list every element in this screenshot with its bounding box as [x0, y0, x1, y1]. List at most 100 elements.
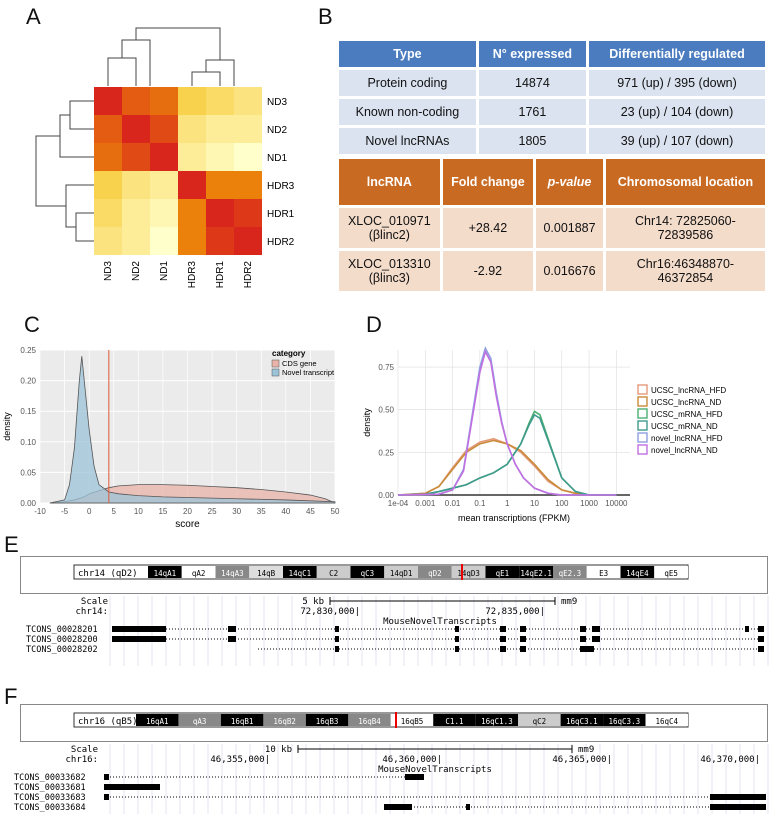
cell: 14874	[478, 70, 586, 96]
heatmap-cell	[150, 87, 178, 115]
x-tick-label: 45	[306, 507, 315, 516]
transcript-exon	[104, 784, 160, 790]
x-tick-label: 15	[158, 507, 167, 516]
legend-label: UCSC_lncRNA_HFD	[651, 386, 726, 395]
legend-swatch	[271, 368, 280, 377]
header-lncrna: lncRNA	[339, 159, 440, 205]
y-tick-label: 0.10	[20, 438, 36, 447]
cell: Novel lncRNAs	[339, 128, 476, 154]
heatmap-cell	[206, 115, 234, 143]
legend-title: category	[272, 349, 306, 358]
band-label: 14qD1	[390, 569, 413, 578]
heatmap-row-label: HDR2	[267, 237, 295, 248]
location-line1: Chr16:46348870-	[636, 257, 735, 271]
table-row: XLOC_013310 (βlinc3) -2.92 0.016676 Chr16…	[339, 251, 765, 291]
cell-pvalue: 0.001887	[536, 208, 603, 248]
legend-swatch	[637, 396, 648, 407]
panel-label-a: A	[26, 4, 41, 29]
heatmap-cell	[94, 143, 122, 171]
legend-swatch	[637, 408, 648, 419]
x-tick-label: 0.1	[474, 499, 486, 508]
y-tick-label: 0.75	[378, 363, 394, 372]
x-tick-label: 1	[505, 499, 510, 508]
chrom-label: chr14 (qD2)	[78, 569, 138, 579]
cell-fold: -2.92	[442, 251, 534, 291]
transcript-label: TCONS_00028201	[26, 625, 98, 635]
heatmap-col-labels: ND3 ND2 ND1 HDR3 HDR1 HDR2	[103, 261, 254, 289]
lncrna-id: XLOC_010971	[347, 214, 431, 228]
heatmap-row-label: HDR3	[267, 181, 295, 192]
genome-track-f: chr16 (qB5) 16qA1 qA3 16qB1 16qB2 16qB3 16qB4 1…	[14, 712, 769, 814]
band	[620, 566, 655, 578]
band	[350, 566, 385, 578]
band-label: 14qA3	[221, 569, 244, 578]
heatmap-cell	[150, 227, 178, 255]
legend-label: UCSC_mRNA_HFD	[651, 410, 723, 419]
x-tick-label: 1000	[580, 499, 598, 508]
x-tick-label: 0.001	[415, 499, 436, 508]
x-tick-label: 20	[183, 507, 192, 516]
heatmap-cell	[178, 171, 206, 199]
lncrna-alias: (βlinc2)	[368, 228, 410, 242]
band-label: qD2	[428, 569, 442, 578]
heatmap-col-label: ND2	[131, 261, 142, 281]
band-label: qA2	[192, 569, 206, 578]
coordinate-label: 72,835,000|	[485, 607, 545, 617]
row-dendrogram	[35, 100, 94, 242]
transcript-exon	[592, 636, 600, 642]
heatmap-cell	[94, 171, 122, 199]
band	[220, 714, 264, 726]
y-tick-label: 0.25	[378, 448, 394, 457]
transcript-exon	[520, 646, 526, 652]
band-label: 16qC3.1	[566, 717, 598, 726]
panel-label-d: D	[366, 312, 382, 337]
band	[518, 714, 561, 726]
coordinate-label: 46,355,000|	[210, 755, 270, 765]
genome-track-e: chr14 (qD2) 14qA1 qA2 14qA3 14qB 14qC1 C2 qC3 14…	[26, 564, 769, 666]
heatmap-cell	[178, 199, 206, 227]
heatmap-panel: ND3 ND2 ND1 HDR3 HDR1 HDR2 ND3 ND2 ND1 HDR3 HDR1 H…	[35, 27, 295, 289]
transcript-exon	[455, 646, 459, 652]
transcript-label: TCONS_00033682	[14, 773, 86, 783]
band	[519, 566, 553, 578]
band	[384, 566, 418, 578]
table-row: Novel lncRNAs 1805 39 (up) / 107 (down)	[339, 128, 765, 154]
band-label: qC2	[533, 717, 547, 726]
heatmap-cell	[94, 199, 122, 227]
heatmap-cell	[94, 87, 122, 115]
transcript-exon	[104, 774, 109, 780]
legend-label: UCSC_mRNA_ND	[651, 422, 718, 431]
x-tick-label: 30	[232, 507, 241, 516]
heatmap-cell	[234, 199, 262, 227]
assembly-label: mm9	[578, 745, 594, 755]
band-label: 14qB	[257, 569, 276, 578]
transcript-label: TCONS_00033684	[14, 803, 86, 813]
cell-pvalue: 0.016676	[536, 251, 603, 291]
scale-label: Scale	[71, 745, 98, 755]
band	[249, 566, 283, 578]
heatmap-cell	[234, 171, 262, 199]
heatmap-cell	[178, 115, 206, 143]
heatmap-cell	[206, 199, 234, 227]
transcript-exon	[455, 626, 459, 632]
band	[553, 566, 587, 578]
cell: 971 (up) / 395 (down)	[588, 70, 765, 96]
band-label: 16qC3.3	[609, 717, 641, 726]
x-tick-label: 35	[257, 507, 266, 516]
transcript-exon	[580, 636, 586, 642]
band	[283, 566, 317, 578]
transcript-exon	[520, 636, 526, 642]
scale-value: 5 kb	[302, 597, 324, 607]
expression-summary-table: Type N° expressed Differentially regulat…	[336, 38, 768, 157]
heatmap-cell	[94, 115, 122, 143]
x-axis-label: score	[175, 519, 200, 530]
heatmap-cell	[178, 143, 206, 171]
transcript-exon	[710, 794, 766, 800]
y-tick-label: 0.15	[20, 407, 36, 416]
lncrna-id: XLOC_013310	[347, 257, 431, 271]
band-label: 14qA1	[154, 569, 177, 578]
x-tick-label: 10	[530, 499, 539, 508]
x-tick-label: 25	[208, 507, 217, 516]
density-line-ucsc_mrna_nd	[397, 413, 617, 496]
band	[654, 566, 688, 578]
